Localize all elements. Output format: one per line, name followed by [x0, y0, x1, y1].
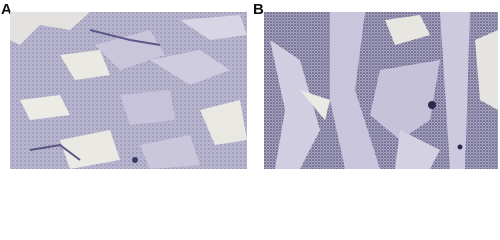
panel-b-image: [264, 12, 498, 169]
panel-label: A: [1, 1, 12, 18]
figure: A B: [1, 1, 498, 169]
panel-a-image: [10, 12, 247, 169]
panel-label: B: [253, 1, 264, 18]
